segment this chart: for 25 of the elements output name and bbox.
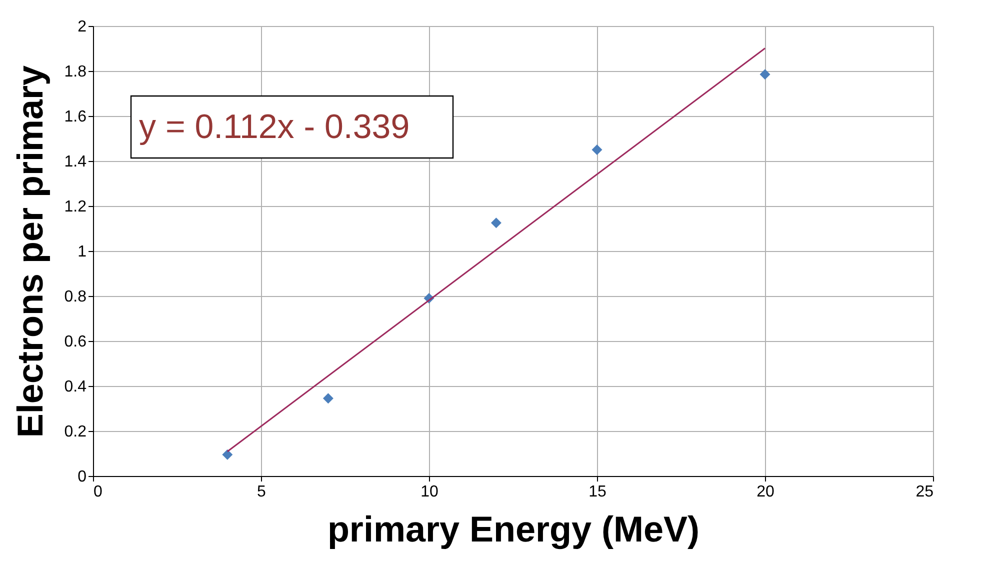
- y-tick-label: 1.2: [64, 198, 87, 216]
- point: [322, 393, 334, 404]
- y-axis-title: Electrons per primary: [9, 65, 50, 438]
- x-tick-label: 25: [916, 484, 934, 500]
- x-axis-title: primary Energy (MeV): [327, 508, 700, 550]
- point: [222, 449, 233, 460]
- y-tick-label: 0: [78, 468, 87, 486]
- y-tick-label: 1.6: [64, 108, 87, 126]
- x-tick-label: 20: [756, 484, 774, 500]
- y-tick-label: 1.4: [64, 154, 87, 170]
- point: [490, 218, 502, 228]
- y-tick-label: 2: [78, 18, 87, 36]
- y-tick-label: 1: [78, 244, 87, 260]
- x-tick-label: 0: [94, 484, 102, 500]
- y-tick-label: 0.4: [64, 378, 87, 396]
- y-tick-label: 0.2: [64, 424, 87, 440]
- x-tick-label: 10: [420, 484, 438, 500]
- y-tick-label: 0.6: [64, 334, 87, 350]
- point: [592, 144, 602, 155]
- annotation: y = 0.112x - 0.339: [139, 108, 410, 146]
- x-tick-label: 5: [257, 484, 266, 500]
- y-tick-label: 1.8: [64, 64, 87, 80]
- y-tick-label: 0.8: [64, 288, 87, 306]
- x-tick-label: 15: [588, 484, 606, 500]
- point: [760, 69, 770, 80]
